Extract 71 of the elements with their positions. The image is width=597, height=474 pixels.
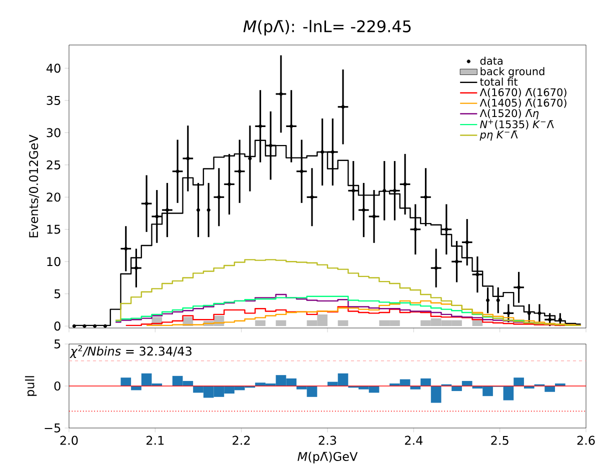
point — [144, 202, 148, 206]
point — [424, 195, 428, 199]
y-tick-label: 10 — [47, 257, 60, 266]
y-axis-title: pull — [25, 376, 37, 396]
point — [548, 318, 552, 322]
point — [434, 266, 438, 270]
legend-label: back ground — [480, 67, 544, 78]
x-tick-label: 2.5 — [491, 436, 508, 445]
point — [454, 260, 459, 264]
legend-label: Λ(1520) Λ̄η — [480, 109, 539, 120]
point — [341, 105, 345, 109]
point — [414, 228, 418, 232]
y-tick-label: 35 — [46, 96, 60, 105]
legend-label: pη K$^{−}$Λ̄ — [480, 130, 518, 141]
legend-label: Λ(1670) Λ̄(1670) — [480, 88, 566, 98]
y-tick-label: 5 — [54, 340, 60, 348]
y-tick-label: 5 — [54, 289, 60, 298]
y-tick-label: 15 — [47, 224, 60, 234]
point — [362, 208, 366, 212]
point — [330, 150, 334, 154]
x-tick-label: 2.2 — [232, 436, 250, 445]
point — [372, 214, 376, 218]
point — [279, 92, 283, 96]
point — [506, 311, 510, 315]
point — [217, 195, 221, 199]
point — [310, 195, 314, 199]
y-tick-label: 0 — [54, 322, 60, 331]
bar — [255, 320, 266, 326]
point — [392, 188, 397, 192]
y-tick-label: 25 — [46, 160, 60, 170]
x-axis-title: M(pΛ̄)GeV — [298, 452, 358, 464]
x-tick-label: 2.6 — [577, 436, 595, 445]
bar — [544, 386, 555, 392]
bar — [472, 320, 483, 326]
x-tick-label: 2.4 — [405, 436, 423, 445]
x-tick-label: 2.3 — [318, 436, 336, 445]
bar — [462, 380, 472, 386]
y-tick-label: 30 — [46, 128, 60, 138]
bar — [430, 386, 442, 403]
bar — [338, 320, 348, 326]
point — [465, 240, 469, 244]
bar — [452, 386, 462, 392]
point — [476, 272, 480, 276]
bar — [120, 378, 132, 386]
y-tick-label: 40 — [46, 64, 60, 73]
point — [176, 170, 180, 174]
point — [238, 170, 242, 174]
x-tick-label: 2.0 — [60, 436, 78, 445]
legend-label: N$^{+}$(1535) K$^{−}$Λ̄ — [480, 120, 554, 130]
point — [516, 286, 521, 290]
point — [155, 214, 159, 218]
point — [268, 144, 272, 148]
legend-label: total fit — [480, 78, 518, 86]
bar — [514, 378, 524, 386]
point — [186, 156, 190, 160]
x-tick-label: 2.1 — [146, 436, 164, 445]
point — [300, 170, 304, 174]
bar — [276, 320, 286, 326]
point — [352, 188, 356, 192]
annotation: χ$^{2}$/Nbins = 32.34/43 — [70, 345, 192, 358]
y-axis-title: Events/0.012GeV — [29, 134, 40, 238]
legend-label: data — [480, 56, 502, 65]
y-tick-label: 20 — [46, 192, 60, 202]
bar — [420, 378, 431, 386]
point — [403, 182, 407, 186]
point — [124, 246, 128, 251]
point — [444, 228, 448, 232]
y-tick-label: 0 — [54, 381, 60, 391]
y-tick-label: −5 — [44, 424, 60, 432]
chart-title: M(pΛ̄): -lnL= -229.45 — [243, 20, 411, 36]
legend-label: Λ(1405) Λ̄(1670) — [480, 98, 566, 108]
